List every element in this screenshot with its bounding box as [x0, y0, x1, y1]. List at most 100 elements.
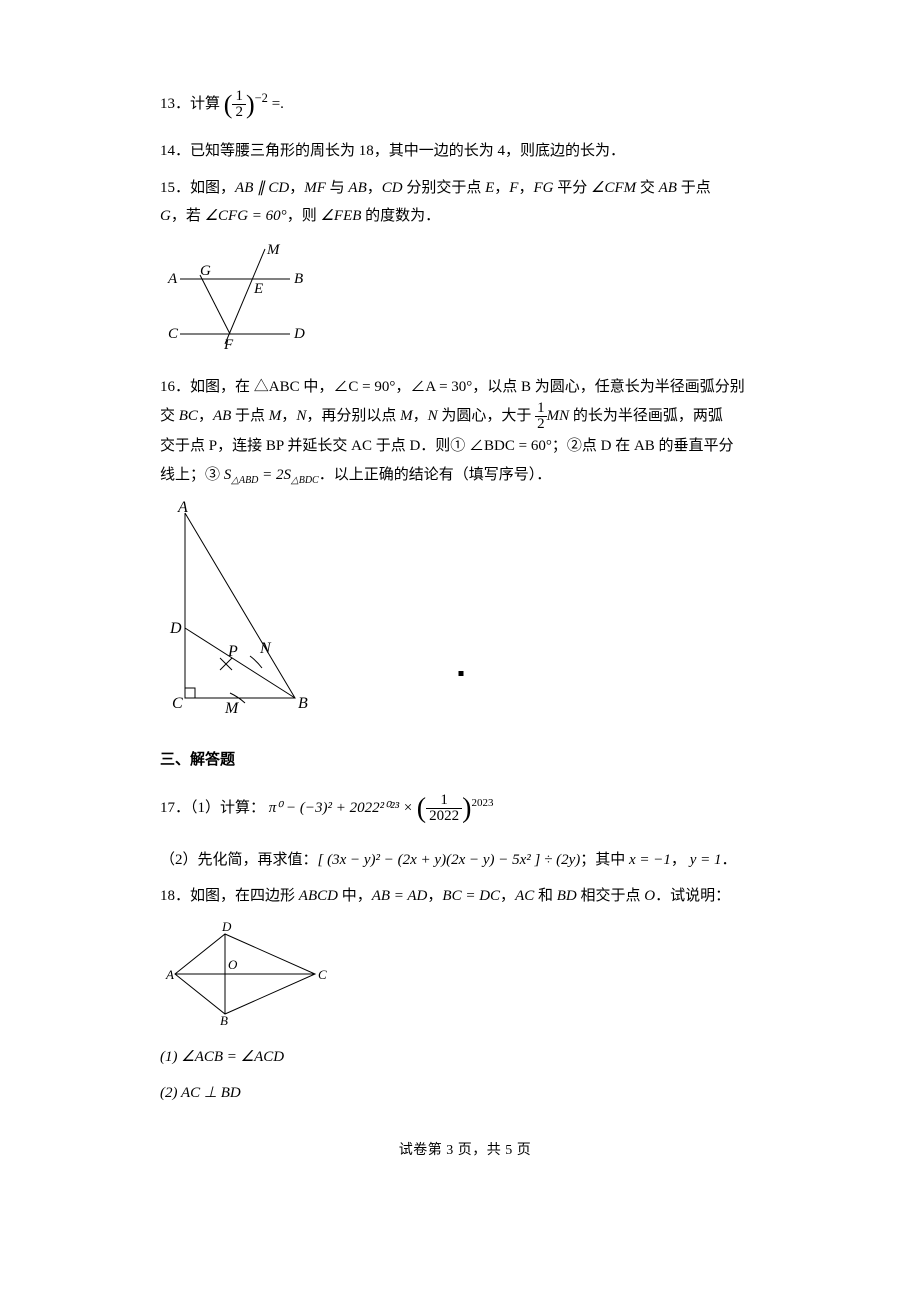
q16-t: BC	[179, 408, 198, 424]
q18-t: BC = DC	[442, 888, 500, 904]
lbl-D: D	[169, 620, 182, 637]
q14-number: 14．	[160, 143, 190, 159]
q16-svg: A D C B M N P	[150, 498, 320, 718]
q15-t: 与	[326, 180, 349, 196]
lbl-P: P	[227, 643, 238, 660]
q15-t: 如图，	[190, 180, 235, 196]
question-13: 13．计算 ( 1 2 )−2 =.	[160, 80, 770, 129]
q15-t: G	[160, 208, 171, 224]
lbl-C: C	[172, 695, 183, 712]
q18-t: ．试说明：	[655, 888, 730, 904]
q16-t: 为圆心，大于	[438, 408, 536, 424]
center-marker	[457, 660, 464, 689]
q18-t: 如图，在四边形	[190, 888, 299, 904]
page-footer: 试卷第 3 页，共 5 页	[160, 1138, 770, 1165]
question-14: 14．已知等腰三角形的周长为 18，其中一边的长为 4，则底边的长为．	[160, 137, 770, 166]
q16-t: M	[400, 408, 413, 424]
q15-t: E	[485, 180, 494, 196]
q16-t: ，	[198, 408, 213, 424]
q16-t: 于点	[231, 408, 269, 424]
question-17: 17．（1）计算： π⁰ − (−3)² + 2022²⁰²³ × ( 1 20…	[160, 782, 770, 835]
q18-t: ，	[500, 888, 515, 904]
q16-t: = 2S	[258, 467, 291, 483]
q16-t: 线上；③	[160, 467, 224, 483]
footer-suffix: 页	[513, 1143, 532, 1158]
q14-text: 已知等腰三角形的周长为 18，其中一边的长为 4，则底边的长为．	[190, 143, 625, 159]
footer-page: 3	[446, 1143, 454, 1158]
q15-t: ∠CFG = 60°	[205, 208, 287, 224]
q18-sub2: (2) AC ⊥ BD	[160, 1079, 770, 1108]
q16-t: ，再分别以点	[306, 408, 400, 424]
q18-t: O	[644, 888, 655, 904]
q13-text-b: .	[280, 96, 284, 112]
q15-figure: A B C D M E F G	[160, 239, 770, 359]
exam-page: 13．计算 ( 1 2 )−2 =. 14．已知等腰三角形的周长为 18，其中一…	[0, 0, 920, 1302]
q18-t: 中，	[338, 888, 372, 904]
question-15: 15．如图，AB ∥ CD，MF 与 AB，CD 分别交于点 E，F，FG 平分…	[160, 174, 770, 231]
question-17-part2: （2）先化简，再求值：[ (3x − y)² − (2x + y)(2x − y…	[160, 846, 770, 875]
q15-t: ∠CFM	[591, 180, 636, 196]
q13-fraction: ( 1 2 )−2	[224, 80, 268, 129]
lbl-F: F	[223, 337, 234, 353]
lbl-C: C	[168, 326, 179, 342]
q15-number: 15．	[160, 180, 190, 196]
q16-t: AB	[213, 408, 231, 424]
q17-number: 17．	[160, 800, 190, 816]
lbl-A: A	[167, 271, 178, 287]
q15-t: CD	[382, 180, 403, 196]
lbl-M: M	[266, 242, 281, 258]
q16-t: ．以上正确的结论有（填写序号）．	[319, 467, 552, 483]
lbl-E: E	[253, 281, 263, 297]
q18-svg: A D C B O	[160, 919, 330, 1029]
q15-t: ，	[367, 180, 382, 196]
q18-t: 和	[534, 888, 557, 904]
rparen: )	[246, 90, 255, 119]
q18-t: BD	[557, 888, 577, 904]
q17-exp: 2023	[471, 797, 493, 809]
lbl-B: B	[298, 695, 308, 712]
q16-l3: 交于点 P，连接 BP 并延长交 AC 于点 D．则① ∠BDC = 60°；②…	[160, 438, 734, 454]
lbl-D: D	[293, 326, 305, 342]
q17-t: （2）先化简，再求值：	[160, 852, 318, 868]
q16-t: N	[428, 408, 438, 424]
q18-sub1: (1) ∠ACB = ∠ACD	[160, 1043, 770, 1072]
lbl-B: B	[294, 271, 303, 287]
q16-t: 的长为半径画弧，两弧	[569, 408, 723, 424]
q15-t: FG	[533, 180, 553, 196]
lbl-M: M	[224, 700, 240, 717]
q17-t: y = 1	[690, 852, 722, 868]
q16-t: △ABD	[231, 475, 258, 486]
q13-num: 1	[232, 89, 246, 105]
q17-frac: ( 1 2022 )2023	[417, 782, 494, 835]
q15-t: MF	[304, 180, 326, 196]
lbl-B: B	[220, 1013, 228, 1028]
lbl-C: C	[318, 967, 327, 982]
q17-t: ；其中	[580, 852, 629, 868]
marker-icon	[459, 671, 464, 676]
lparen: (	[224, 90, 233, 119]
q13-den: 2	[232, 105, 246, 120]
q15-t: ，则	[287, 208, 321, 224]
q18-figure: A D C B O	[160, 919, 770, 1029]
q18-t: AC	[515, 888, 534, 904]
q16-t: △BDC	[291, 475, 319, 486]
lbl-A: A	[177, 499, 188, 516]
footer-total: 5	[505, 1143, 513, 1158]
q15-svg: A B C D M E F G	[160, 239, 310, 359]
q16-l1: 如图，在 △ABC 中，∠C = 90°，∠A = 30°，以点 B 为圆心，任…	[190, 379, 745, 395]
lparen: (	[417, 793, 426, 824]
q15-t: AB	[348, 180, 366, 196]
lbl-N: N	[259, 640, 272, 657]
q15-t: 分别交于点	[403, 180, 486, 196]
q18-number: 18．	[160, 888, 190, 904]
q16-frac-den: 2	[535, 417, 547, 432]
q16-t: ，	[281, 408, 296, 424]
q17-expr: π⁰ − (−3)² + 2022²⁰²³ ×	[269, 800, 417, 816]
q15-t: 的度数为．	[361, 208, 440, 224]
q15-t: 于点	[677, 180, 711, 196]
q16-frac-num: 1	[535, 401, 547, 417]
q16-frac: 1 2	[535, 401, 547, 432]
q15-t: ，若	[171, 208, 205, 224]
lbl-D: D	[221, 919, 232, 934]
q15-t: ∠FEB	[320, 208, 361, 224]
